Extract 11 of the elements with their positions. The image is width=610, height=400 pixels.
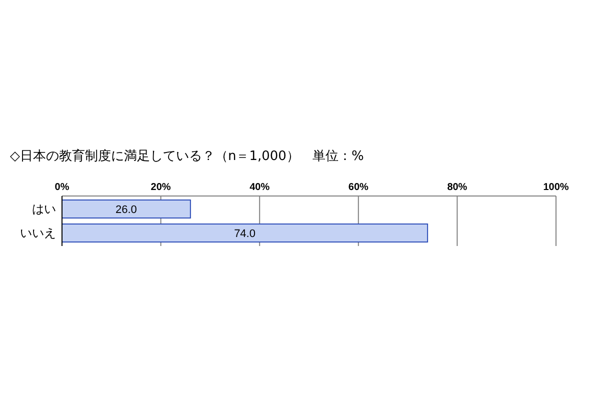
x-tick-label: 100% bbox=[543, 182, 569, 193]
x-tick-label: 80% bbox=[447, 182, 468, 193]
y-tick-label: はい bbox=[32, 202, 56, 216]
chart-title: ◇日本の教育制度に満足している？（n＝1,000） 単位：% bbox=[10, 148, 364, 164]
y-tick-label: いいえ bbox=[20, 226, 56, 240]
x-tick-label: 60% bbox=[348, 182, 369, 193]
x-tick-label: 20% bbox=[150, 182, 171, 193]
x-tick-label: 0% bbox=[54, 182, 70, 193]
x-tick-label: 40% bbox=[250, 182, 270, 193]
data-label: 26.0 bbox=[116, 204, 137, 216]
data-label: 74.0 bbox=[234, 228, 256, 240]
